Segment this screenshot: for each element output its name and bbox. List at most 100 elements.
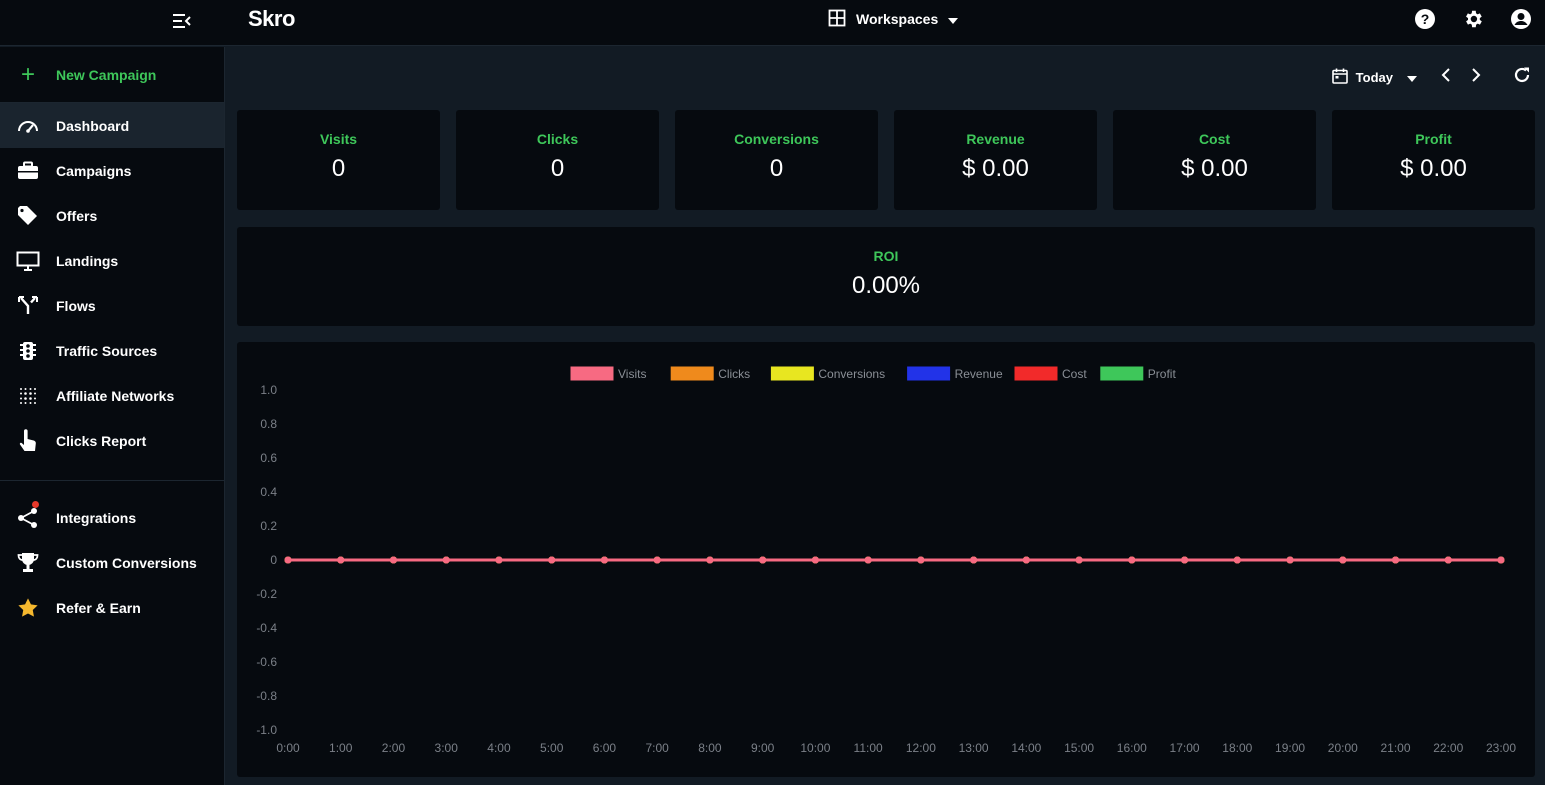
fork-icon bbox=[0, 295, 56, 316]
sidebar-item-dashboard[interactable]: Dashboard bbox=[0, 103, 224, 148]
data-point-visits bbox=[1128, 556, 1136, 564]
data-point-visits bbox=[1181, 556, 1189, 564]
legend-swatch bbox=[770, 366, 814, 381]
legend-label: Conversions bbox=[818, 367, 885, 381]
sidebar-item-integrations[interactable]: Integrations bbox=[0, 495, 224, 540]
trophy-icon bbox=[0, 552, 56, 574]
sidebar-item-flows[interactable]: Flows bbox=[0, 283, 224, 328]
stat-card-conversions: Conversions 0 bbox=[675, 110, 878, 210]
dots-grid-icon bbox=[0, 386, 56, 406]
stat-title: Clicks bbox=[536, 131, 579, 147]
roi-card: ROI 0.00% bbox=[237, 227, 1535, 326]
x-tick-label: 6:00 bbox=[593, 741, 617, 755]
share-icon bbox=[0, 500, 56, 529]
sidebar-item-refer-earn[interactable]: Refer & Earn bbox=[0, 585, 224, 630]
y-tick-label: -0.8 bbox=[256, 689, 277, 703]
x-tick-label: 19:00 bbox=[1275, 741, 1305, 755]
x-tick-label: 21:00 bbox=[1381, 741, 1411, 755]
sidebar-item-traffic-sources[interactable]: Traffic Sources bbox=[0, 328, 224, 373]
sidebar-item-clicks-report[interactable]: Clicks Report bbox=[0, 418, 224, 463]
brand-logo[interactable]: Skro bbox=[248, 6, 295, 31]
data-point-visits bbox=[1444, 556, 1452, 564]
x-tick-label: 8:00 bbox=[698, 741, 722, 755]
next-period-button[interactable] bbox=[1461, 65, 1491, 89]
main-content: Today Visits 0 Clicks 0 Conversion bbox=[226, 47, 1545, 785]
y-tick-label: -0.2 bbox=[256, 587, 277, 601]
date-range-label: Today bbox=[1355, 69, 1393, 85]
caret-down-icon bbox=[1407, 70, 1417, 85]
stat-card-clicks: Clicks 0 bbox=[456, 110, 659, 210]
x-tick-label: 17:00 bbox=[1170, 741, 1200, 755]
stat-title: Profit bbox=[1415, 131, 1452, 147]
data-point-visits bbox=[1339, 556, 1347, 564]
sidebar-item-landings[interactable]: Landings bbox=[0, 238, 224, 283]
data-point-visits bbox=[442, 556, 450, 564]
menu-collapse-icon[interactable] bbox=[170, 9, 194, 33]
previous-period-button[interactable] bbox=[1431, 65, 1461, 89]
data-point-visits bbox=[1233, 556, 1241, 564]
x-tick-label: 0:00 bbox=[276, 741, 300, 755]
sidebar-item-label: Campaigns bbox=[56, 162, 132, 179]
stat-value: $ 0.00 bbox=[1181, 155, 1248, 182]
y-tick-label: 0.4 bbox=[260, 485, 277, 499]
sidebar-item-label: Landings bbox=[56, 252, 119, 269]
stat-value: $ 0.00 bbox=[962, 155, 1029, 182]
briefcase-icon bbox=[0, 161, 56, 181]
data-point-visits bbox=[811, 556, 819, 564]
sidebar-item-label: Custom Conversions bbox=[56, 554, 197, 571]
x-tick-label: 9:00 bbox=[751, 741, 775, 755]
svg-text:?: ? bbox=[1421, 11, 1430, 27]
new-campaign-button[interactable]: + New Campaign bbox=[0, 47, 224, 103]
sidebar-item-custom-conversions[interactable]: Custom Conversions bbox=[0, 540, 224, 585]
refresh-button[interactable] bbox=[1491, 65, 1531, 89]
stat-value: 0 bbox=[550, 155, 565, 182]
account-user-icon[interactable] bbox=[1497, 6, 1545, 32]
y-tick-label: -0.4 bbox=[256, 621, 277, 635]
sidebar-item-label: Offers bbox=[56, 207, 98, 224]
workspaces-dropdown[interactable]: Workspaces bbox=[828, 8, 959, 30]
settings-gear-icon[interactable] bbox=[1449, 6, 1497, 32]
notification-dot bbox=[32, 500, 39, 508]
data-point-visits bbox=[917, 556, 925, 564]
x-tick-label: 16:00 bbox=[1117, 741, 1147, 755]
x-tick-label: 7:00 bbox=[645, 741, 669, 755]
stat-card-revenue: Revenue $ 0.00 bbox=[894, 110, 1097, 210]
y-tick-label: -0.6 bbox=[256, 655, 277, 669]
sidebar-divider bbox=[0, 480, 224, 481]
stat-value: $ 0.00 bbox=[1400, 155, 1467, 182]
x-tick-label: 11:00 bbox=[854, 741, 883, 755]
data-point-visits bbox=[970, 556, 978, 564]
sidebar-item-label: Refer & Earn bbox=[56, 599, 141, 616]
x-tick-label: 20:00 bbox=[1328, 741, 1358, 755]
date-range-dropdown[interactable]: Today bbox=[1331, 68, 1417, 87]
monitor-icon bbox=[0, 251, 56, 271]
data-point-visits bbox=[389, 556, 397, 564]
legend-swatch bbox=[907, 366, 951, 381]
sidebar-item-label: Traffic Sources bbox=[56, 342, 158, 359]
performance-chart: Visits Clicks Conversions Revenue Cost Profit… bbox=[237, 342, 1535, 777]
data-point-visits bbox=[864, 556, 872, 564]
stat-title: Cost bbox=[1198, 131, 1231, 147]
y-tick-label: -1.0 bbox=[256, 723, 277, 737]
help-icon[interactable]: ? bbox=[1401, 6, 1449, 32]
data-point-visits bbox=[495, 556, 503, 564]
roi-value: 0.00% bbox=[851, 272, 921, 299]
stat-title: Revenue bbox=[966, 131, 1025, 147]
x-tick-label: 13:00 bbox=[959, 741, 989, 755]
calendar-icon bbox=[1331, 68, 1348, 87]
stat-title: Visits bbox=[319, 131, 358, 147]
sidebar-item-label: Affiliate Networks bbox=[56, 387, 175, 404]
legend-swatch bbox=[1100, 366, 1144, 381]
sidebar-item-label: Clicks Report bbox=[56, 432, 147, 449]
sidebar-item-campaigns[interactable]: Campaigns bbox=[0, 148, 224, 193]
plus-icon: + bbox=[20, 60, 35, 88]
data-point-visits bbox=[1075, 556, 1083, 564]
star-icon bbox=[0, 597, 56, 619]
sidebar-item-offers[interactable]: Offers bbox=[0, 193, 224, 238]
new-campaign-label: New Campaign bbox=[56, 66, 157, 83]
data-point-visits bbox=[284, 556, 292, 564]
sidebar-item-affiliate-networks[interactable]: Affiliate Networks bbox=[0, 373, 224, 418]
sidebar-item-label: Integrations bbox=[56, 509, 137, 526]
legend-label: Cost bbox=[1062, 367, 1087, 381]
data-point-visits bbox=[548, 556, 556, 564]
